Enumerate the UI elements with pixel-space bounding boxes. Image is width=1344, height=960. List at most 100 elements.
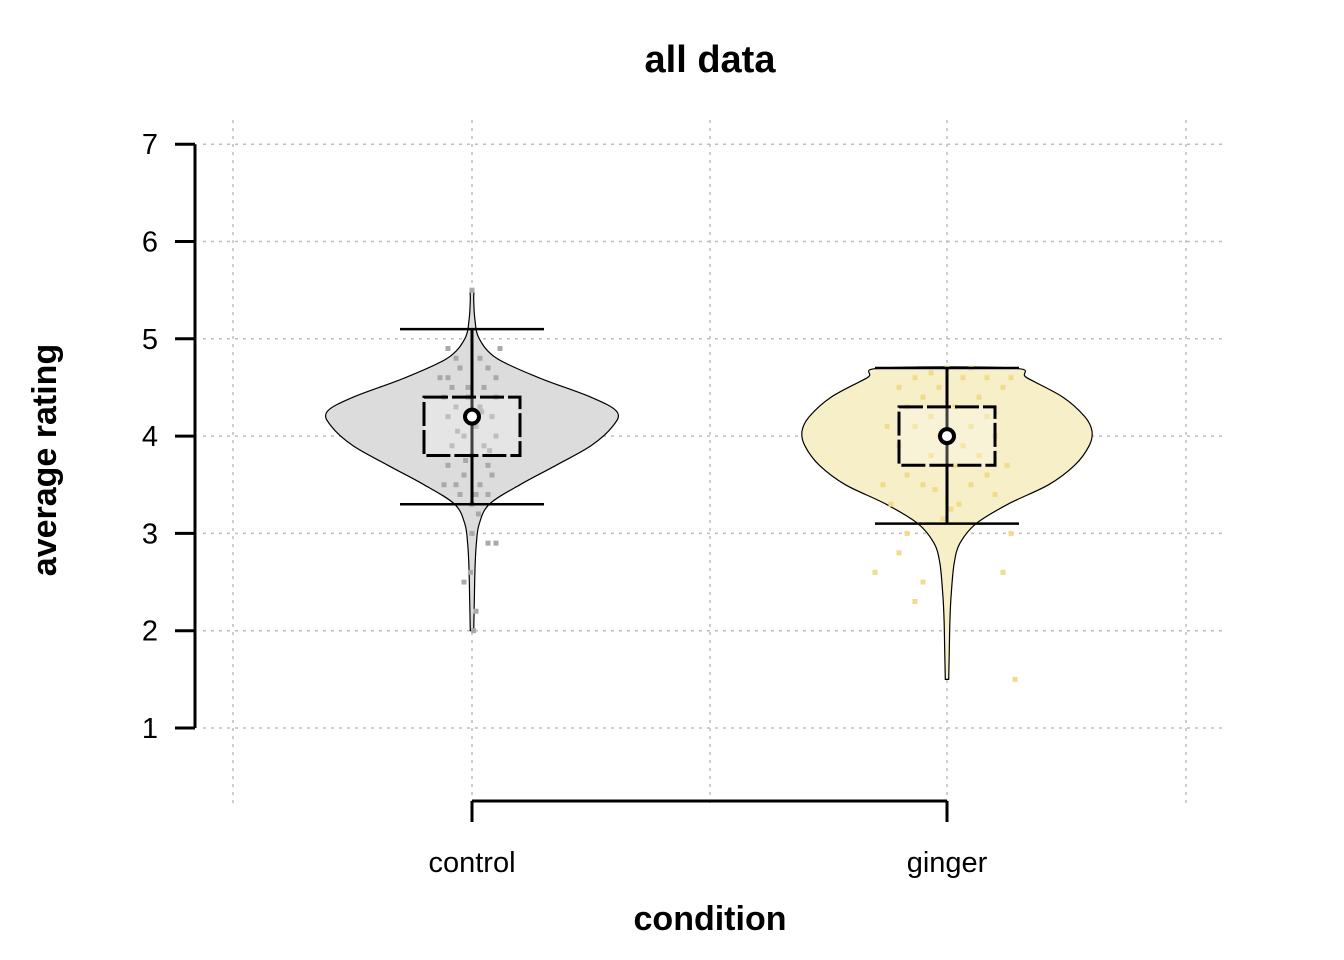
data-point-ginger-37 bbox=[928, 370, 934, 376]
data-point-ginger-38 bbox=[1008, 375, 1014, 381]
data-point-control-45 bbox=[463, 457, 469, 463]
y-tick-label-5: 5 bbox=[142, 324, 158, 356]
data-point-control-19 bbox=[453, 404, 459, 410]
data-point-ginger-27 bbox=[920, 394, 926, 400]
x-tick-label-ginger: ginger bbox=[907, 847, 988, 879]
data-point-control-10 bbox=[437, 375, 443, 381]
data-point-control-22 bbox=[473, 423, 479, 429]
x-tick-label-control: control bbox=[428, 847, 515, 879]
data-point-ginger-30 bbox=[1000, 384, 1006, 390]
data-point-control-18 bbox=[477, 404, 483, 410]
data-point-ginger-11 bbox=[920, 482, 926, 488]
data-point-control-32 bbox=[453, 482, 459, 488]
x-axis-label: condition bbox=[634, 900, 787, 938]
data-point-ginger-12 bbox=[984, 472, 990, 478]
data-point-control-13 bbox=[449, 384, 455, 390]
data-point-control-6 bbox=[445, 346, 451, 352]
data-point-ginger-9 bbox=[888, 501, 894, 507]
data-point-ginger-8 bbox=[992, 491, 998, 497]
data-point-control-23 bbox=[461, 433, 467, 439]
data-point-control-21 bbox=[445, 414, 451, 420]
axes: 1 2 3 4 5 6 7 control ginger bbox=[142, 129, 988, 879]
data-point-control-40 bbox=[493, 375, 499, 381]
y-tick-label-1: 1 bbox=[142, 713, 158, 745]
y-tick-label-7: 7 bbox=[142, 129, 158, 161]
data-point-control-3 bbox=[461, 579, 467, 585]
mean-marker-ginger bbox=[938, 427, 956, 446]
data-point-ginger-21 bbox=[912, 423, 918, 429]
data-point-ginger-39 bbox=[884, 423, 890, 429]
data-point-ginger-13 bbox=[904, 472, 910, 478]
data-point-ginger-42 bbox=[948, 506, 954, 512]
y-tick-label-4: 4 bbox=[142, 421, 158, 453]
iqr-box-control bbox=[422, 395, 522, 458]
data-point-control-37 bbox=[485, 491, 491, 497]
data-point-ginger-6 bbox=[1008, 530, 1014, 536]
chart-title: all data bbox=[645, 39, 777, 81]
data-point-control-44 bbox=[487, 448, 493, 454]
data-point-ginger-32 bbox=[960, 375, 966, 381]
data-point-control-39 bbox=[445, 375, 451, 381]
data-point-ginger-22 bbox=[968, 423, 974, 429]
data-point-control-12 bbox=[485, 365, 491, 371]
data-point-control-2 bbox=[493, 540, 499, 546]
data-point-control-14 bbox=[465, 384, 471, 390]
data-point-ginger-45 bbox=[932, 487, 938, 493]
data-point-control-43 bbox=[455, 428, 461, 434]
data-point-ginger-0 bbox=[1012, 676, 1018, 682]
data-point-control-15 bbox=[481, 384, 487, 390]
y-tick-label-3: 3 bbox=[142, 518, 158, 550]
data-point-ginger-23 bbox=[928, 414, 934, 420]
data-point-control-25 bbox=[449, 443, 455, 449]
data-point-control-48 bbox=[467, 569, 473, 575]
data-point-control-42 bbox=[479, 409, 485, 415]
data-point-control-31 bbox=[489, 472, 495, 478]
data-point-control-29 bbox=[485, 462, 491, 468]
data-point-ginger-3 bbox=[1000, 569, 1006, 575]
data-point-control-11 bbox=[457, 365, 463, 371]
data-point-ginger-33 bbox=[912, 375, 918, 381]
violin-ginger bbox=[801, 365, 1093, 682]
data-point-control-9 bbox=[497, 346, 503, 352]
violins bbox=[324, 287, 1093, 682]
data-point-ginger-5 bbox=[896, 550, 902, 556]
data-point-ginger-29 bbox=[936, 384, 942, 390]
data-point-ginger-10 bbox=[968, 482, 974, 488]
data-point-control-4 bbox=[473, 608, 479, 614]
data-point-control-0 bbox=[469, 287, 475, 293]
data-point-ginger-31 bbox=[896, 384, 902, 390]
data-point-ginger-28 bbox=[976, 394, 982, 400]
data-point-control-20 bbox=[489, 414, 495, 420]
data-point-control-33 bbox=[477, 482, 483, 488]
violin-control bbox=[324, 287, 620, 634]
data-point-ginger-2 bbox=[920, 579, 926, 585]
data-point-control-28 bbox=[445, 462, 451, 468]
data-point-control-8 bbox=[477, 355, 483, 361]
data-point-control-35 bbox=[473, 491, 479, 497]
data-point-control-1 bbox=[485, 540, 491, 546]
mean-marker-control bbox=[463, 407, 481, 426]
data-point-ginger-40 bbox=[1004, 462, 1010, 468]
data-point-control-7 bbox=[453, 355, 459, 361]
data-point-ginger-18 bbox=[960, 443, 966, 449]
data-point-ginger-24 bbox=[984, 414, 990, 420]
y-tick-label-2: 2 bbox=[142, 616, 158, 648]
data-point-control-30 bbox=[461, 472, 467, 478]
data-point-ginger-16 bbox=[976, 453, 982, 459]
data-point-control-24 bbox=[493, 433, 499, 439]
y-tick-label-6: 6 bbox=[142, 227, 158, 259]
data-point-ginger-4 bbox=[872, 569, 878, 575]
data-point-control-34 bbox=[441, 482, 447, 488]
y-axis-label: average rating bbox=[26, 344, 64, 576]
data-point-ginger-15 bbox=[928, 453, 934, 459]
data-point-control-46 bbox=[475, 511, 481, 517]
data-point-ginger-34 bbox=[984, 375, 990, 381]
data-point-ginger-43 bbox=[940, 516, 946, 522]
data-point-ginger-14 bbox=[952, 462, 958, 468]
data-point-ginger-1 bbox=[912, 599, 918, 605]
data-point-control-36 bbox=[457, 491, 463, 497]
data-point-ginger-7 bbox=[904, 530, 910, 536]
data-point-control-5 bbox=[471, 628, 477, 634]
data-point-ginger-41 bbox=[880, 482, 886, 488]
